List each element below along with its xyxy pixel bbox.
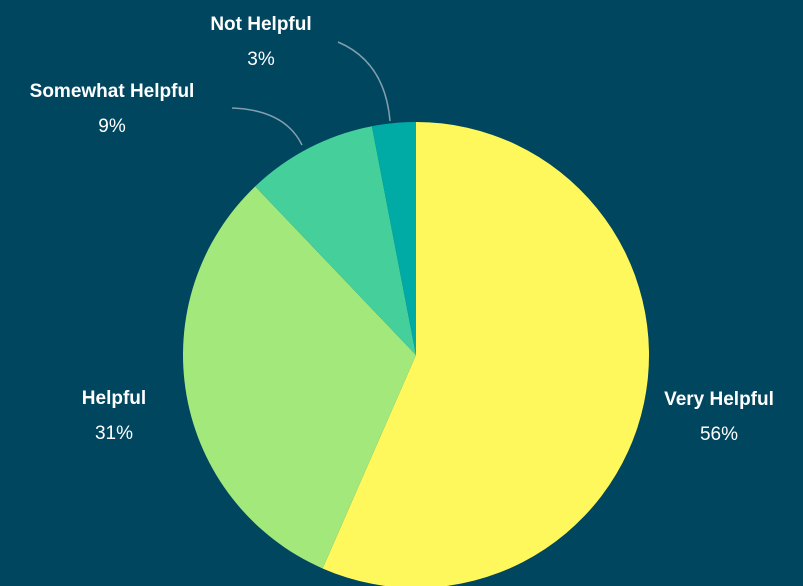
leader-line [337,41,391,122]
pie-slice [371,122,416,355]
leader-line [231,107,303,146]
slice-label: Helpful [82,388,146,409]
pie-slice [183,186,416,569]
slice-value-label: 3% [247,49,275,70]
slice-label: Very Helpful [664,389,774,410]
slice-value-label: 56% [700,424,738,445]
slice-value-label: 9% [98,116,126,137]
pie-slice [255,126,416,355]
slice-label: Not Helpful [210,14,311,35]
slice-label: Somewhat Helpful [30,81,195,102]
pie-slice [322,122,649,586]
slice-value-label: 31% [95,423,133,444]
